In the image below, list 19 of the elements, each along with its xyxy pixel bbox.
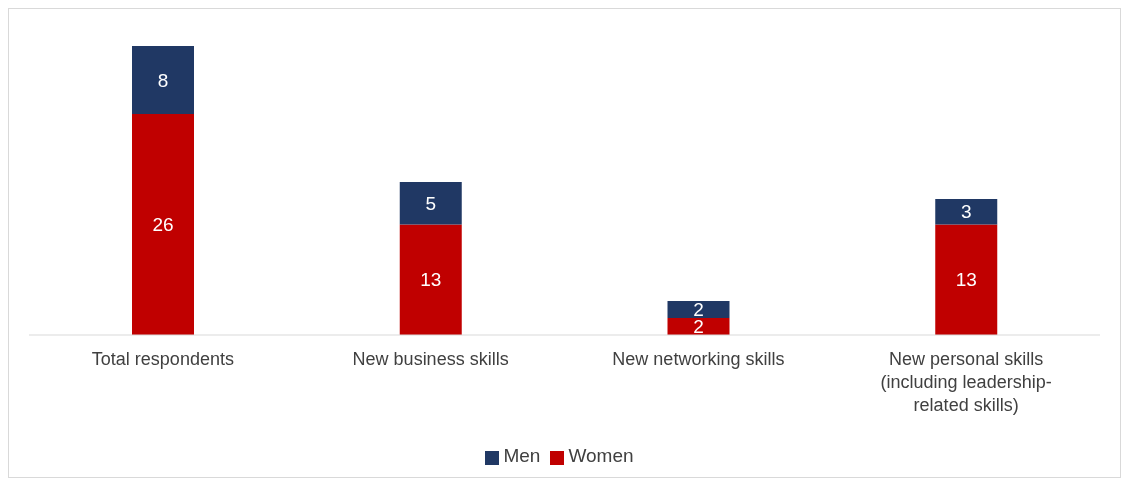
x-tick-label: Total respondents — [91, 349, 234, 369]
data-label: 8 — [157, 69, 169, 91]
legend-label: Women — [568, 445, 634, 466]
data-label: 13 — [955, 269, 977, 291]
x-tick-label: New personal skills (including leadership-related skills) — [880, 349, 1052, 415]
bar — [399, 224, 462, 335]
x-tick-label: New networking skills — [612, 349, 785, 369]
bar — [399, 182, 462, 225]
bar — [667, 301, 730, 318]
bar — [132, 114, 194, 335]
bar — [935, 199, 998, 225]
legend-label: Men — [503, 445, 541, 466]
data-label: 26 — [152, 214, 174, 236]
bar — [935, 224, 998, 335]
data-label: 5 — [425, 192, 437, 214]
bar — [132, 46, 194, 114]
x-tick-label: New business skills — [352, 349, 509, 369]
data-label: 13 — [420, 269, 442, 291]
data-label: 3 — [960, 201, 972, 223]
